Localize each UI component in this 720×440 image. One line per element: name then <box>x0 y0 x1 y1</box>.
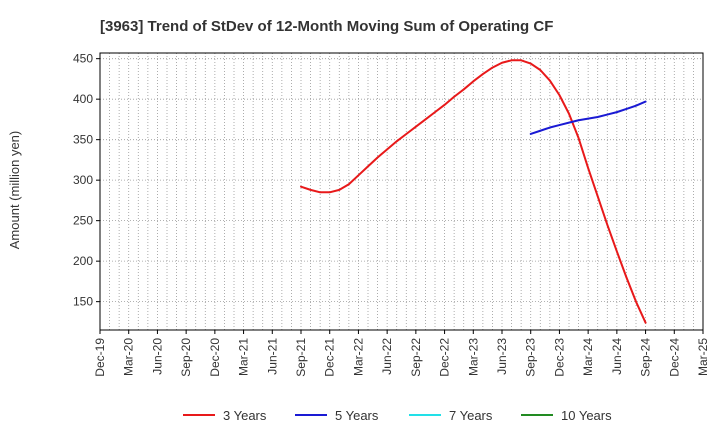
plot-lines <box>300 59 647 324</box>
x-tick-label: Jun-23 <box>495 338 509 375</box>
legend-label: 10 Years <box>561 408 612 423</box>
y-tick-label: 250 <box>73 214 93 228</box>
x-tick-label: Mar-24 <box>581 338 595 376</box>
legend: 3 Years 5 Years 7 Years 10 Years <box>183 408 612 423</box>
series-line-1 <box>300 59 647 324</box>
x-tick-label: Sep-23 <box>524 338 538 377</box>
x-tick-label: Mar-21 <box>237 338 251 376</box>
x-tick-label: Jun-24 <box>610 338 624 375</box>
y-tick-label: 200 <box>73 254 93 268</box>
x-axis: Dec-19 Mar-20 Jun-20 Sep-20 Dec-20 Mar-21 Jun-… <box>93 330 710 377</box>
y-tick-label: 400 <box>73 92 93 106</box>
grid <box>100 53 703 330</box>
x-tick-label: Dec-24 <box>667 338 681 377</box>
x-tick-label: Sep-20 <box>179 338 193 377</box>
x-tick-label: Jun-22 <box>380 338 394 375</box>
y-axis-label: Amount (million yen) <box>7 131 22 250</box>
x-tick-label: Sep-22 <box>409 338 423 377</box>
x-tick-label: Jun-21 <box>265 338 279 375</box>
x-tick-label: Mar-25 <box>696 338 710 376</box>
series-line-2 <box>529 100 647 135</box>
x-tick-label: Dec-21 <box>323 338 337 377</box>
x-tick-label: Sep-24 <box>639 338 653 377</box>
x-tick-label: Mar-23 <box>466 338 480 376</box>
legend-label: 7 Years <box>449 408 493 423</box>
x-tick-label: Jun-20 <box>150 338 164 375</box>
legend-label: 3 Years <box>223 408 267 423</box>
x-tick-label: Mar-20 <box>122 338 136 376</box>
x-tick-label: Dec-22 <box>438 338 452 377</box>
y-tick-label: 450 <box>73 52 93 66</box>
y-tick-label: 350 <box>73 133 93 147</box>
plot-area <box>99 52 704 331</box>
y-axis: 150 200 250 300 350 400 450 <box>73 52 100 309</box>
x-tick-label: Dec-20 <box>208 338 222 377</box>
y-tick-label: 300 <box>73 173 93 187</box>
x-tick-label: Mar-22 <box>351 338 365 376</box>
x-tick-label: Dec-19 <box>93 338 107 377</box>
x-tick-label: Sep-21 <box>294 338 308 377</box>
y-tick-label: 150 <box>73 295 93 309</box>
chart-title: [3963] Trend of StDev of 12-Month Moving… <box>100 18 553 35</box>
x-tick-label: Dec-23 <box>552 338 566 377</box>
legend-label: 5 Years <box>335 408 379 423</box>
